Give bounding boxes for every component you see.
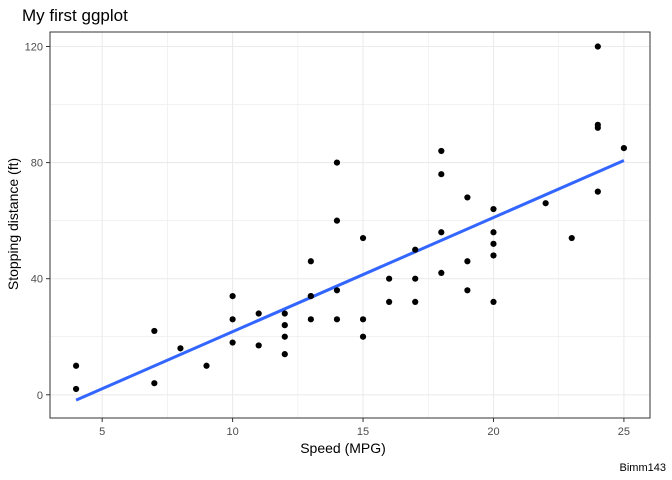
data-points [72, 43, 628, 393]
panel-border [49, 31, 651, 419]
y-tick-label: 120 [25, 42, 43, 54]
data-point [568, 234, 575, 242]
data-point [386, 298, 393, 306]
data-point [72, 385, 80, 393]
data-point [594, 43, 601, 50]
data-point [464, 194, 471, 201]
data-point [177, 345, 184, 352]
data-point [333, 159, 341, 166]
data-point [72, 362, 80, 369]
data-point [203, 362, 210, 369]
data-point [333, 316, 341, 323]
data-point [229, 339, 236, 346]
data-point [229, 293, 236, 300]
data-point [151, 327, 158, 335]
data-point [386, 275, 393, 282]
data-point [490, 298, 497, 306]
y-tick-label: 40 [31, 274, 43, 286]
data-point [620, 144, 628, 152]
axis-ticks: 5 10 15 20 25 0 40 80 120 [25, 42, 630, 438]
x-tick-label: 5 [99, 426, 105, 438]
data-point [359, 333, 367, 340]
chart-caption: Bimm143 [620, 462, 666, 474]
x-tick-label: 15 [357, 426, 369, 438]
data-point [412, 298, 419, 306]
trend-line-layer [75, 159, 625, 402]
data-point [255, 342, 262, 349]
data-point [490, 205, 497, 213]
data-point [594, 188, 601, 195]
data-point [307, 293, 314, 300]
data-point [359, 234, 367, 242]
data-point [281, 351, 288, 358]
data-point [281, 322, 288, 329]
x-axis-title: Speed (MPG) [300, 440, 386, 456]
data-point [438, 269, 445, 276]
data-point [438, 229, 445, 236]
x-tick-label: 10 [226, 426, 238, 438]
data-point [490, 240, 497, 247]
x-tick-label: 25 [618, 426, 630, 438]
data-point [151, 380, 158, 387]
data-point [333, 217, 341, 224]
y-tick-label: 80 [31, 158, 43, 170]
data-point [464, 258, 471, 265]
data-point [229, 316, 236, 323]
data-point [359, 316, 367, 323]
data-point [307, 316, 314, 323]
data-point [333, 287, 341, 294]
data-point [307, 258, 314, 265]
data-point [281, 333, 288, 340]
chart-title: My first ggplot [22, 6, 128, 25]
x-tick-label: 20 [487, 426, 499, 438]
trend-line [75, 159, 625, 402]
data-point [281, 310, 288, 317]
data-point [412, 246, 419, 253]
y-axis-title: Stopping distance (ft) [5, 158, 21, 290]
y-tick-label: 0 [37, 390, 43, 402]
data-point [438, 147, 445, 155]
data-point [594, 121, 601, 128]
data-point [412, 275, 419, 282]
data-point [490, 229, 497, 236]
data-point [255, 310, 262, 317]
data-point [490, 252, 497, 259]
data-point [542, 200, 549, 207]
data-point [438, 171, 445, 178]
data-point [464, 287, 471, 294]
